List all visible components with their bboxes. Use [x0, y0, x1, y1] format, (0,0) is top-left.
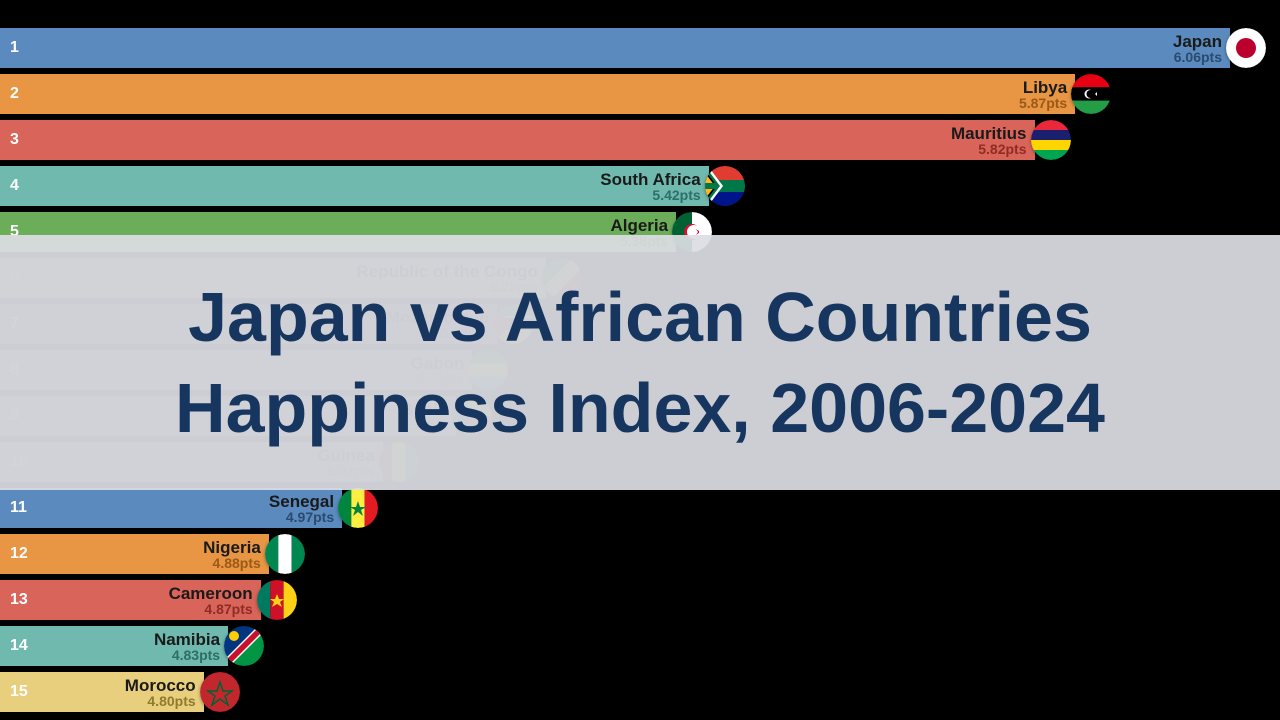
- rank-label: 15: [10, 683, 28, 701]
- bar-row: 12 Nigeria4.88pts: [0, 534, 1280, 574]
- bar-row: 15 Morocco4.80pts: [0, 672, 1280, 712]
- country-name: Algeria: [610, 217, 668, 234]
- mauritius-flag-icon: [1031, 120, 1071, 160]
- bar: 1 Japan6.06pts: [0, 28, 1230, 68]
- points-label: 4.83pts: [154, 648, 220, 662]
- points-label: 5.82pts: [951, 142, 1027, 156]
- bar: 13 Cameroon4.87pts: [0, 580, 261, 620]
- country-name: Cameroon: [169, 585, 253, 602]
- country-name: Mauritius: [951, 125, 1027, 142]
- bar: 14 Namibia4.83pts: [0, 626, 228, 666]
- bar: 4 South Africa5.42pts: [0, 166, 709, 206]
- points-label: 4.87pts: [169, 602, 253, 616]
- overlay-line-1: Japan vs African Countries: [188, 272, 1092, 363]
- bar-label-group: Mauritius5.82pts: [951, 125, 1027, 156]
- bar-row: 14 Namibia4.83pts: [0, 626, 1280, 666]
- senegal-flag-icon: [338, 488, 378, 528]
- rank-label: 11: [10, 499, 27, 517]
- bar-label-group: Cameroon4.87pts: [169, 585, 253, 616]
- bar: 11 Senegal4.97pts: [0, 488, 342, 528]
- country-name: Senegal: [269, 493, 334, 510]
- bar: 2 Libya5.87pts: [0, 74, 1075, 114]
- bar-label-group: Senegal4.97pts: [269, 493, 334, 524]
- rank-label: 4: [10, 177, 19, 195]
- bar-row: 4 South Africa5.42pts: [0, 166, 1280, 206]
- overlay-line-2: Happiness Index, 2006-2024: [175, 363, 1105, 454]
- rank-label: 3: [10, 131, 19, 149]
- country-name: Namibia: [154, 631, 220, 648]
- japan-flag-icon: [1226, 28, 1266, 68]
- cameroon-flag-icon: [257, 580, 297, 620]
- points-label: 4.88pts: [203, 556, 261, 570]
- points-label: 6.06pts: [1173, 50, 1222, 64]
- bar-label-group: Japan6.06pts: [1173, 33, 1222, 64]
- bar: 12 Nigeria4.88pts: [0, 534, 269, 574]
- rank-label: 2: [10, 85, 19, 103]
- morocco-flag-icon: [200, 672, 240, 712]
- rank-label: 1: [10, 39, 19, 57]
- bar-row: 2 Libya5.87pts: [0, 74, 1280, 114]
- title-overlay: Japan vs African Countries Happiness Ind…: [0, 235, 1280, 490]
- country-name: Japan: [1173, 33, 1222, 50]
- south_africa-flag-icon: [705, 166, 745, 206]
- namibia-flag-icon: [224, 626, 264, 666]
- country-name: South Africa: [600, 171, 700, 188]
- bar: 3 Mauritius5.82pts: [0, 120, 1035, 160]
- country-name: Morocco: [125, 677, 196, 694]
- bar-label-group: Libya5.87pts: [1019, 79, 1067, 110]
- bar-label-group: Morocco4.80pts: [125, 677, 196, 708]
- libya-flag-icon: [1071, 74, 1111, 114]
- rank-label: 13: [10, 591, 28, 609]
- rank-label: 12: [10, 545, 28, 563]
- bar-row: 11 Senegal4.97pts: [0, 488, 1280, 528]
- points-label: 4.97pts: [269, 510, 334, 524]
- bar-label-group: Nigeria4.88pts: [203, 539, 261, 570]
- nigeria-flag-icon: [265, 534, 305, 574]
- points-label: 4.80pts: [125, 694, 196, 708]
- bar-row: 1 Japan6.06pts: [0, 28, 1280, 68]
- bar: 15 Morocco4.80pts: [0, 672, 204, 712]
- country-name: Nigeria: [203, 539, 261, 556]
- bar-label-group: South Africa5.42pts: [600, 171, 700, 202]
- bar-row: 13 Cameroon4.87pts: [0, 580, 1280, 620]
- bar-label-group: Namibia4.83pts: [154, 631, 220, 662]
- points-label: 5.87pts: [1019, 96, 1067, 110]
- bar-row: 3 Mauritius5.82pts: [0, 120, 1280, 160]
- rank-label: 14: [10, 637, 28, 655]
- points-label: 5.42pts: [600, 188, 700, 202]
- country-name: Libya: [1019, 79, 1067, 96]
